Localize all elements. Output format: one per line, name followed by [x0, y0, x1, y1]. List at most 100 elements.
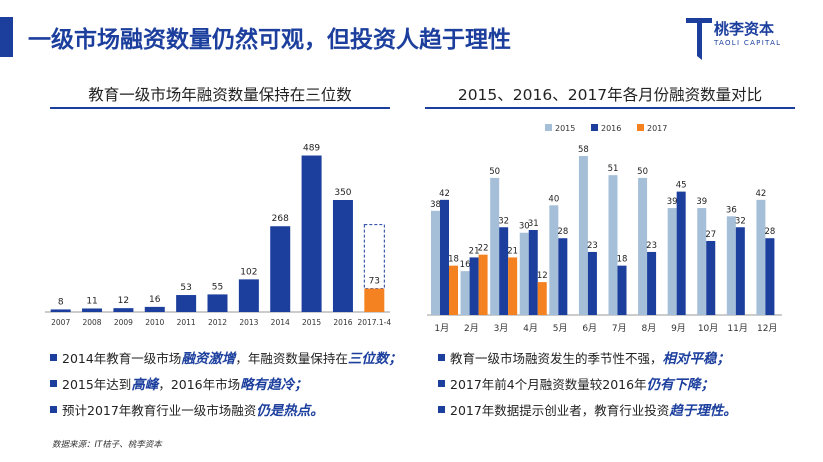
- left-chart: 8 2007 11 2008 12 2009 16 2010 53 2011 55 2012 102 20…: [45, 144, 391, 327]
- data-label: 18: [448, 255, 459, 265]
- bar-2015: [756, 199, 766, 315]
- bar-2015: [431, 210, 440, 315]
- data-label: 8: [58, 297, 64, 307]
- bar: [113, 308, 134, 312]
- data-label: 38: [430, 200, 441, 210]
- right-title-rule: [425, 107, 795, 109]
- tick-label: 2009: [114, 318, 133, 327]
- bar-2017: [449, 265, 458, 315]
- data-label: 40: [548, 194, 559, 204]
- bar-2016: [587, 251, 597, 315]
- bullet-highlight: 相对平稳；: [662, 351, 731, 367]
- bullet-text: 2015年达到: [62, 376, 132, 392]
- data-label: 50: [637, 167, 648, 177]
- bullet-square-icon: [438, 379, 445, 387]
- tick-label: 2011: [177, 318, 196, 327]
- bar-2015: [490, 177, 500, 315]
- logo-text: 桃李资本: [714, 20, 775, 38]
- bar: [82, 308, 103, 312]
- tick-label: 1月: [434, 323, 449, 334]
- bullet-highlight: 融资激增: [181, 351, 236, 367]
- data-label: 30: [519, 222, 530, 232]
- bar-2015: [638, 177, 648, 315]
- tick-label: 5月: [553, 323, 568, 334]
- data-label: 28: [765, 227, 776, 237]
- data-label: 21: [507, 246, 518, 256]
- bar-2016: [765, 238, 775, 315]
- bar-2016: [706, 240, 716, 315]
- bullet-item: 2015年达到 高峰 ，2016年市场 略有趋冷；: [50, 370, 402, 396]
- bullet-square-icon: [50, 353, 57, 361]
- bar-2015: [519, 232, 529, 315]
- tick-label: 2016: [333, 318, 352, 327]
- tick-label: 7月: [612, 323, 627, 334]
- bar-2016: [440, 199, 449, 315]
- data-label: 39: [667, 197, 678, 207]
- data-label: 50: [489, 167, 500, 177]
- tick-label: 11月: [727, 323, 747, 334]
- data-label: 31: [528, 219, 539, 229]
- legend-swatch: [591, 124, 598, 131]
- legend-label: 2015: [555, 124, 575, 133]
- bar-2015: [726, 216, 736, 315]
- tick-label: 3月: [494, 323, 509, 334]
- data-label: 39: [696, 197, 707, 207]
- data-label: 32: [498, 216, 509, 226]
- bar-2016: [617, 265, 627, 315]
- data-label: 23: [587, 241, 598, 251]
- bar: [144, 306, 165, 312]
- tick-label: 10月: [698, 323, 718, 334]
- data-label: 23: [646, 241, 657, 251]
- data-label: 58: [578, 145, 589, 155]
- data-label: 51: [608, 164, 619, 174]
- bar-2016: [469, 257, 479, 315]
- data-label: 11: [86, 296, 97, 306]
- bar-2016: [499, 227, 509, 315]
- tick-label: 8月: [642, 323, 657, 334]
- data-label: 28: [557, 227, 568, 237]
- data-label: 22: [478, 244, 489, 254]
- tick-label: 2014: [271, 318, 290, 327]
- data-label: 21: [469, 246, 480, 256]
- data-label: 12: [537, 271, 548, 281]
- left-title-rule: [50, 107, 390, 109]
- bar: [207, 294, 228, 312]
- data-label: 73: [369, 277, 380, 287]
- bar: [50, 309, 71, 312]
- logo-icon: [686, 18, 712, 60]
- bar-2015: [578, 155, 588, 315]
- bullet-text: 教育一级市场融资发生的季节性不强，: [450, 350, 663, 366]
- left-bullets: 2014年教育一级市场 融资激增 ，年融资数量保持在 三位数； 2015年达到 高峰 ，20…: [50, 344, 402, 422]
- bullet-text: 2017年数据提示创业者，教育行业投资: [450, 402, 670, 418]
- data-label: 32: [735, 216, 746, 226]
- bullet-item: 2017年前4个月融资数量较2016年 仍有下降；: [438, 370, 737, 396]
- bar-2015: [460, 271, 470, 315]
- right-bullets: 教育一级市场融资发生的季节性不强， 相对平稳； 2017年前4个月融资数量较2016…: [438, 344, 737, 422]
- bullet-text: ，年融资数量保持在: [235, 350, 348, 366]
- bullet-item: 2017年数据提示创业者，教育行业投资 趋于理性。: [438, 396, 737, 422]
- tick-label: 2017.1-4: [357, 318, 391, 327]
- bullet-highlight: 仍是热点。: [256, 403, 324, 419]
- bar: [332, 200, 353, 312]
- tick-label: 2015: [302, 318, 321, 327]
- bullet-text: 2014年教育一级市场: [62, 350, 182, 366]
- data-label: 489: [303, 144, 320, 154]
- bullet-highlight: 高峰: [131, 377, 159, 393]
- data-label: 12: [118, 296, 129, 306]
- data-label: 42: [756, 189, 767, 199]
- right-chart: 2015 2016 20173842181月1621222月5032213月3031…: [427, 124, 782, 334]
- bar-2016: [647, 251, 657, 315]
- data-label: 42: [439, 189, 450, 199]
- right-chart-title: 2015、2016、2017年各月份融资数量对比: [457, 86, 763, 104]
- data-label: 55: [212, 282, 223, 292]
- bullet-highlight: 三位数；: [347, 351, 402, 367]
- bullet-item: 预计2017年教育行业一级市场融资 仍是热点。: [50, 396, 402, 422]
- bullet-highlight: 趋于理性。: [669, 403, 737, 419]
- data-label: 16: [149, 295, 161, 305]
- data-label: 102: [240, 267, 257, 277]
- tick-label: 4月: [523, 323, 538, 334]
- bullet-item: 2014年教育一级市场 融资激增 ，年融资数量保持在 三位数；: [50, 344, 402, 370]
- bullet-square-icon: [50, 379, 57, 387]
- bar-2015: [549, 205, 559, 315]
- bar: [270, 226, 291, 312]
